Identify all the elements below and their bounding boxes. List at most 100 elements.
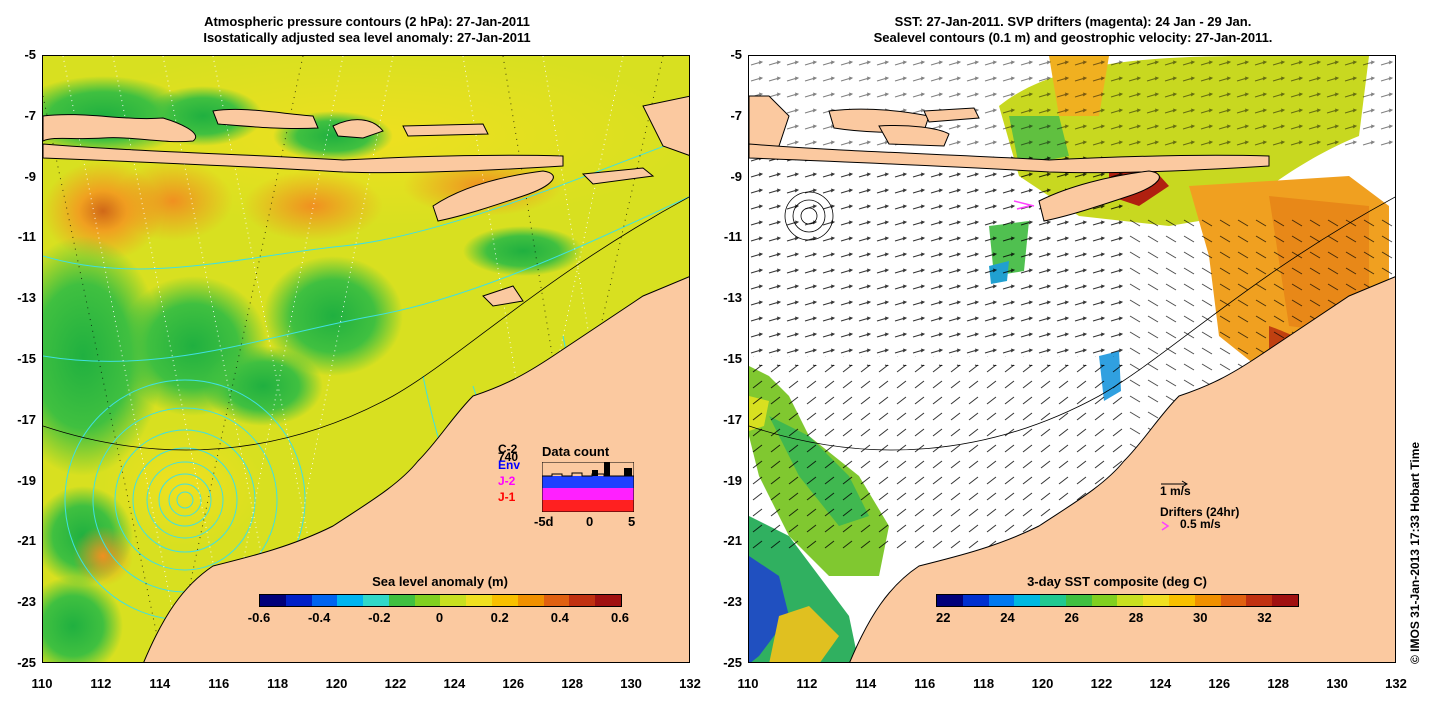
right-map[interactable] — [748, 55, 1396, 663]
colorbar-tick-label: 32 — [1257, 610, 1272, 625]
data-count-inset: C-2 740 Env J-2 J-1 Data count -5d 0 5 — [490, 440, 650, 540]
colorbar-swatch — [1194, 595, 1221, 606]
y-tick-label: -19 — [17, 472, 36, 488]
colorbar-swatch — [962, 595, 989, 606]
colorbar-tick-label: -0.4 — [307, 610, 331, 625]
y-tick-label: -15 — [723, 351, 742, 366]
x-tick-label: 120 — [325, 676, 348, 691]
x-tick-label: 110 — [737, 676, 759, 691]
x-tick-label: 114 — [149, 676, 171, 691]
x-tick-label: 118 — [973, 676, 995, 691]
y-tick-label: -25 — [17, 655, 36, 670]
x-tick-label: 122 — [1090, 676, 1113, 691]
colorbar-swatch — [1143, 595, 1170, 606]
x-tick-label: 114 — [855, 676, 877, 691]
y-tick-label: -17 — [17, 411, 36, 427]
x-tick-label: 132 — [1385, 676, 1407, 691]
inset-label-j1: J-1 — [498, 490, 516, 504]
y-tick-label: -9 — [730, 168, 742, 184]
colorbar-tick-label: 0.2 — [490, 610, 509, 625]
y-tick-label: -5 — [24, 47, 36, 62]
left-title: Atmospheric pressure contours (2 hPa): 2… — [42, 14, 692, 46]
left-colorbar-title: Sea level anomaly (m) — [372, 574, 508, 589]
inset-label-740: 740 — [498, 450, 519, 464]
inset-title: Data count — [542, 444, 610, 459]
colorbar-tick-label: 28 — [1128, 610, 1144, 625]
colorbar-tick-label: 22 — [935, 610, 951, 625]
colorbar-swatch — [988, 595, 1015, 606]
y-tick-label: -11 — [17, 229, 36, 245]
y-tick-label: -9 — [24, 168, 36, 184]
y-tick-label: -23 — [723, 594, 742, 610]
x-tick-label: 116 — [914, 676, 936, 691]
x-tick-label: 118 — [267, 676, 289, 691]
x-tick-label: 112 — [90, 676, 112, 691]
drifters-legend-label: Drifters (24hr) — [1160, 505, 1240, 519]
colorbar-swatch — [517, 595, 544, 606]
colorbar-swatch — [543, 595, 570, 606]
right-title: SST: 27-Jan-2011. SVP drifters (magenta)… — [748, 14, 1398, 46]
right-land — [749, 95, 1395, 662]
colorbar-swatch — [285, 595, 312, 606]
colorbar-swatch — [1065, 595, 1092, 606]
colorbar-swatch — [363, 595, 389, 606]
y-tick-label: -7 — [24, 107, 36, 123]
y-tick-label: -15 — [17, 351, 36, 366]
colorbar-swatch — [466, 595, 493, 606]
x-tick-label: 110 — [31, 676, 53, 691]
colorbar-swatch — [414, 595, 441, 606]
drifter-legend-icon — [1161, 521, 1170, 531]
right-title-line2: Sealevel contours (0.1 m) and geostrophi… — [873, 30, 1273, 45]
colorbar-tick-label: -0.2 — [368, 610, 391, 625]
inset-xtick-0: 0 — [586, 514, 594, 529]
x-tick-label: 130 — [1326, 676, 1348, 691]
inset-label-j2: J-2 — [498, 474, 516, 488]
colorbar-tick-label: 26 — [1064, 610, 1079, 625]
x-tick-label: 126 — [1208, 676, 1231, 691]
colorbar-swatch — [311, 595, 338, 606]
colorbar-swatch — [1014, 595, 1041, 606]
right-colorbar — [936, 594, 1299, 607]
sea-level-contours — [749, 191, 1395, 451]
colorbar-swatch — [1040, 595, 1066, 606]
x-tick-label: 112 — [796, 676, 818, 691]
colorbar-swatch — [937, 595, 963, 606]
y-tick-label: -17 — [723, 411, 742, 427]
right-colorbar-title: 3-day SST composite (deg C) — [1027, 574, 1207, 589]
velocity-legend-arrow — [1161, 480, 1188, 488]
colorbar-swatch — [337, 595, 364, 606]
x-tick-label: 122 — [384, 676, 407, 691]
x-tick-label: 132 — [679, 676, 701, 691]
x-tick-label: 116 — [208, 676, 230, 691]
y-tick-label: -11 — [723, 229, 742, 245]
credit-text: © IMOS 31-Jan-2013 17:33 Hobart Time — [1408, 441, 1422, 664]
left-map[interactable] — [42, 55, 690, 663]
colorbar-swatch — [440, 595, 467, 606]
y-tick-label: -23 — [17, 594, 36, 610]
y-tick-label: -19 — [723, 472, 742, 488]
y-tick-label: -21 — [17, 533, 36, 549]
colorbar-tick-label: -0.6 — [247, 610, 271, 625]
y-tick-label: -21 — [723, 533, 742, 549]
colorbar-swatch — [1117, 595, 1144, 606]
colorbar-tick-label: 0 — [435, 610, 444, 625]
x-tick-label: 128 — [561, 676, 584, 691]
colorbar-swatch — [595, 595, 621, 606]
colorbar-tick-label: 0.4 — [550, 610, 569, 625]
colorbar-tick-label: 30 — [1193, 610, 1208, 625]
colorbar-swatch — [260, 595, 286, 606]
x-tick-label: 120 — [1031, 676, 1054, 691]
colorbar-tick-label: 24 — [1000, 610, 1015, 625]
land — [43, 95, 689, 662]
y-tick-label: -13 — [17, 290, 36, 306]
colorbar-tick-label: 0.6 — [610, 610, 630, 625]
colorbar-swatch — [1169, 595, 1195, 606]
velocity-legend-label: 1 m/s — [1160, 484, 1191, 498]
inset-xtick-5: 5 — [628, 514, 636, 529]
inset-label-env: Env — [498, 458, 521, 472]
left-title-line1: Atmospheric pressure contours (2 hPa): 2… — [204, 14, 530, 29]
colorbar-swatch — [569, 595, 596, 606]
inset-bars — [542, 462, 634, 512]
colorbar-swatch — [1272, 595, 1298, 606]
inset-label-c2: C-2 — [498, 442, 518, 456]
